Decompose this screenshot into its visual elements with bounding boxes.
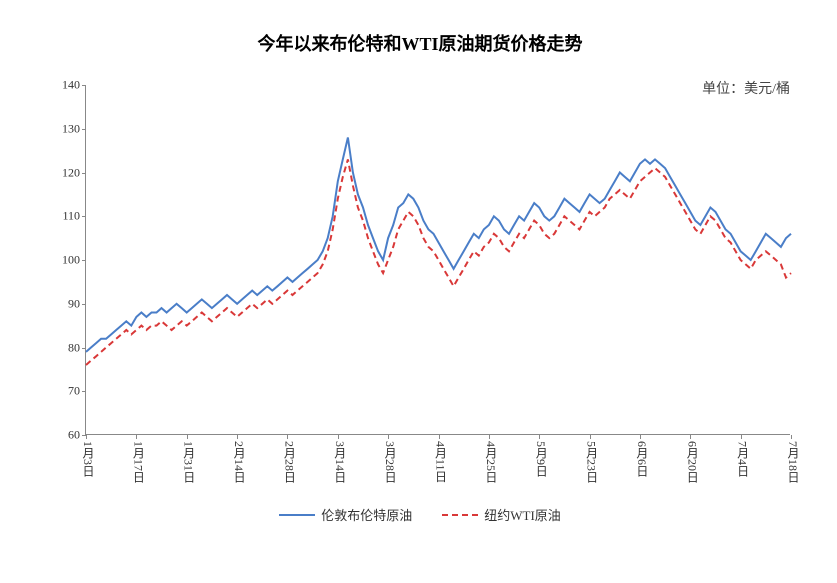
xtick-mark — [590, 435, 591, 439]
legend-swatch — [279, 514, 315, 516]
xtick-label: 5月23日 — [584, 441, 601, 483]
xtick-label: 1月31日 — [181, 441, 198, 483]
xtick-label: 3月28日 — [382, 441, 399, 483]
series-line — [86, 159, 791, 365]
xtick-mark — [439, 435, 440, 439]
chart-container: 今年以来布伦特和WTI原油期货价格走势 单位：美元/桶 607080901001… — [40, 30, 800, 550]
series-line — [86, 138, 791, 352]
xtick-mark — [338, 435, 339, 439]
xtick-label: 5月9日 — [533, 441, 550, 477]
xtick-mark — [690, 435, 691, 439]
ytick-label: 110 — [50, 209, 80, 224]
legend-swatch — [442, 514, 478, 516]
xtick-mark — [388, 435, 389, 439]
ytick-mark — [82, 391, 86, 392]
ytick-label: 140 — [50, 78, 80, 93]
chart-title: 今年以来布伦特和WTI原油期货价格走势 — [40, 30, 800, 56]
xtick-label: 4月11日 — [433, 441, 450, 483]
legend-item: 纽约WTI原油 — [442, 505, 561, 524]
legend-text: 伦敦布伦特原油 — [321, 505, 412, 524]
xtick-label: 7月18日 — [785, 441, 802, 483]
ytick-mark — [82, 85, 86, 86]
legend: 伦敦布伦特原油 纽约WTI原油 — [40, 505, 800, 524]
xtick-label: 7月4日 — [735, 441, 752, 477]
xtick-label: 3月14日 — [332, 441, 349, 483]
xtick-label: 2月14日 — [231, 441, 248, 483]
xtick-label: 1月17日 — [130, 441, 147, 483]
ytick-label: 130 — [50, 121, 80, 136]
xtick-mark — [791, 435, 792, 439]
ytick-mark — [82, 304, 86, 305]
plot-area: 607080901001101201301401月3日1月17日1月31日2月1… — [85, 85, 790, 435]
ytick-mark — [82, 260, 86, 261]
xtick-label: 6月20日 — [684, 441, 701, 483]
xtick-label: 6月6日 — [634, 441, 651, 477]
ytick-label: 90 — [50, 296, 80, 311]
chart-lines — [86, 85, 791, 435]
xtick-mark — [741, 435, 742, 439]
ytick-mark — [82, 173, 86, 174]
ytick-mark — [82, 348, 86, 349]
xtick-label: 4月25日 — [483, 441, 500, 483]
xtick-mark — [136, 435, 137, 439]
ytick-label: 60 — [50, 428, 80, 443]
legend-text: 纽约WTI原油 — [484, 505, 561, 524]
xtick-mark — [640, 435, 641, 439]
ytick-label: 70 — [50, 384, 80, 399]
ytick-mark — [82, 129, 86, 130]
xtick-label: 2月28日 — [281, 441, 298, 483]
xtick-mark — [187, 435, 188, 439]
xtick-mark — [489, 435, 490, 439]
xtick-mark — [539, 435, 540, 439]
legend-item: 伦敦布伦特原油 — [279, 505, 412, 524]
ytick-label: 120 — [50, 165, 80, 180]
xtick-label: 1月3日 — [80, 441, 97, 477]
ytick-mark — [82, 216, 86, 217]
xtick-mark — [86, 435, 87, 439]
xtick-mark — [287, 435, 288, 439]
xtick-mark — [237, 435, 238, 439]
ytick-label: 100 — [50, 253, 80, 268]
ytick-label: 80 — [50, 340, 80, 355]
